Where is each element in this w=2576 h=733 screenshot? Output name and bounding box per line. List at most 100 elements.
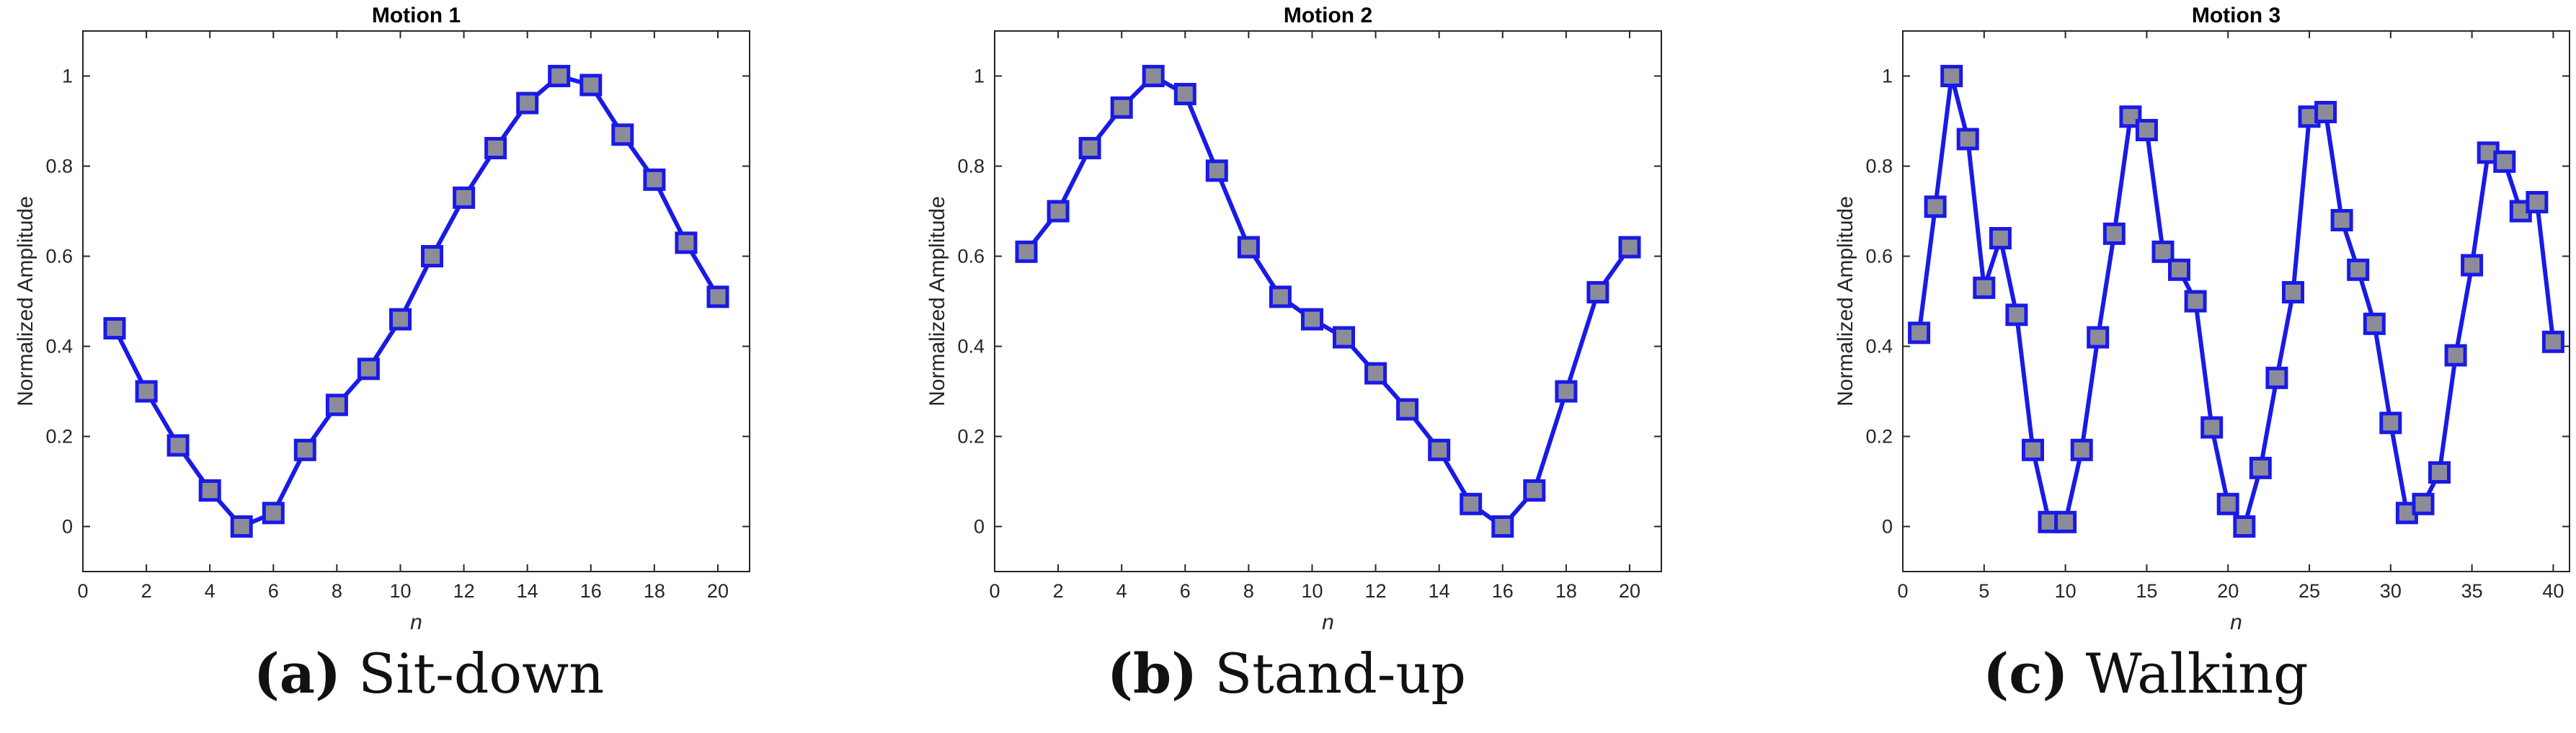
caption-letter: (c) bbox=[1983, 641, 2069, 706]
y-tick-label: 0.8 bbox=[1865, 156, 1893, 177]
x-tick-label: 2 bbox=[141, 580, 152, 602]
chart-title: Motion 2 bbox=[1284, 4, 1372, 27]
data-point bbox=[1142, 65, 1165, 87]
x-tick-label: 8 bbox=[1243, 580, 1254, 602]
x-axis-label: n bbox=[1322, 610, 1334, 634]
data-point bbox=[516, 92, 539, 115]
y-tick-label: 0.8 bbox=[957, 156, 985, 177]
data-point bbox=[1956, 128, 1979, 151]
caption-text: Walking bbox=[2068, 641, 2309, 706]
data-point bbox=[1173, 83, 1196, 105]
y-axis-label: Normalized Amplitude bbox=[14, 196, 37, 407]
x-tick-label: 10 bbox=[389, 580, 411, 602]
data-point bbox=[548, 65, 571, 87]
data-point bbox=[2541, 330, 2564, 353]
x-tick-label: 14 bbox=[1429, 580, 1450, 602]
y-tick-label: 0.2 bbox=[957, 426, 985, 448]
data-point bbox=[293, 438, 316, 461]
data-point bbox=[2005, 303, 2028, 326]
y-tick-label: 0.2 bbox=[1865, 426, 1893, 448]
axes-box bbox=[994, 30, 1662, 572]
x-tick-label: 18 bbox=[644, 580, 665, 602]
data-point bbox=[1269, 285, 1292, 308]
x-tick-label: 6 bbox=[1180, 580, 1191, 602]
data-point bbox=[2444, 344, 2467, 367]
series-line bbox=[1024, 74, 1632, 529]
data-point bbox=[1908, 321, 1931, 345]
data-point bbox=[1989, 227, 2012, 249]
data-point bbox=[1924, 195, 1947, 218]
y-tick-label: 0 bbox=[62, 516, 73, 538]
data-point bbox=[1301, 308, 1323, 331]
caption-text: Sit-down bbox=[341, 641, 605, 706]
data-point bbox=[1078, 137, 1101, 159]
y-tick-label: 0.2 bbox=[45, 426, 73, 448]
data-point bbox=[230, 515, 253, 538]
y-tick-label: 1 bbox=[974, 66, 985, 87]
data-point bbox=[2347, 258, 2370, 281]
data-point bbox=[2054, 510, 2077, 533]
x-tick-label: 10 bbox=[2055, 580, 2077, 602]
x-tick-label: 0 bbox=[989, 580, 1000, 602]
x-tick-label: 8 bbox=[332, 580, 342, 602]
x-tick-label: 12 bbox=[453, 580, 475, 602]
data-point bbox=[389, 308, 412, 331]
data-point bbox=[1460, 492, 1483, 515]
x-tick-label: 14 bbox=[517, 580, 538, 602]
data-point bbox=[2330, 209, 2353, 231]
data-point bbox=[1618, 236, 1641, 259]
data-point bbox=[1523, 479, 1546, 502]
data-point bbox=[2249, 456, 2272, 479]
data-point bbox=[675, 231, 698, 254]
data-point bbox=[2184, 290, 2207, 313]
data-point bbox=[2135, 119, 2158, 141]
x-tick-label: 6 bbox=[268, 580, 279, 602]
data-point bbox=[2428, 461, 2451, 484]
x-tick-label: 40 bbox=[2542, 580, 2564, 602]
data-point bbox=[166, 434, 190, 457]
data-point bbox=[579, 74, 603, 97]
data-point bbox=[2412, 492, 2435, 515]
data-point bbox=[1940, 65, 1963, 87]
x-tick-label: 0 bbox=[77, 580, 88, 602]
data-point bbox=[198, 479, 221, 502]
x-tick-label: 18 bbox=[1555, 580, 1577, 602]
axes-box bbox=[1902, 30, 2570, 572]
data-point bbox=[2200, 416, 2224, 439]
series-line bbox=[1917, 74, 2556, 529]
data-point bbox=[2363, 312, 2386, 335]
data-point bbox=[1047, 200, 1070, 223]
axes-box bbox=[82, 30, 750, 572]
x-tick-label: 5 bbox=[1978, 580, 1989, 602]
data-point bbox=[421, 245, 443, 267]
y-tick-label: 0.4 bbox=[957, 336, 985, 357]
chart-title: Motion 3 bbox=[2192, 4, 2280, 27]
data-point bbox=[1333, 326, 1355, 349]
data-point bbox=[2216, 492, 2239, 515]
y-axis-label: Normalized Amplitude bbox=[925, 196, 949, 407]
data-point bbox=[1364, 362, 1387, 385]
x-tick-label: 25 bbox=[2299, 580, 2320, 602]
data-point bbox=[1586, 281, 1609, 303]
chart-panel-stand-up: Motion 2 0 2 4 6 8 10 12 14 16 18 20 0 0.2 0.4 0.6 0.8 1 n… bbox=[858, 0, 1715, 733]
data-point bbox=[1396, 398, 1419, 421]
data-point bbox=[1428, 438, 1451, 461]
figure-caption: (b) Stand-up bbox=[858, 641, 1715, 706]
x-tick-label: 10 bbox=[1301, 580, 1323, 602]
y-axis-label: Normalized Amplitude bbox=[1834, 196, 1857, 407]
data-point bbox=[706, 285, 729, 308]
chart-panel-walking: Motion 3 0 5 10 15 20 25 30 35 40 0 0.2 0.4 0.6 0.8 1 n N… bbox=[1715, 0, 2576, 733]
x-tick-label: 4 bbox=[1116, 580, 1127, 602]
data-point bbox=[2151, 240, 2175, 263]
y-tick-label: 0.4 bbox=[1865, 336, 1893, 357]
data-point bbox=[2461, 254, 2484, 277]
chart-title: Motion 1 bbox=[372, 4, 461, 27]
x-axis-label: n bbox=[2230, 610, 2242, 634]
data-point bbox=[135, 380, 158, 403]
data-point bbox=[1237, 236, 1260, 259]
x-tick-label: 20 bbox=[1619, 580, 1640, 602]
x-axis-label: n bbox=[410, 610, 422, 634]
data-point bbox=[2087, 326, 2110, 349]
data-point bbox=[1205, 159, 1228, 182]
data-point bbox=[2314, 101, 2337, 123]
